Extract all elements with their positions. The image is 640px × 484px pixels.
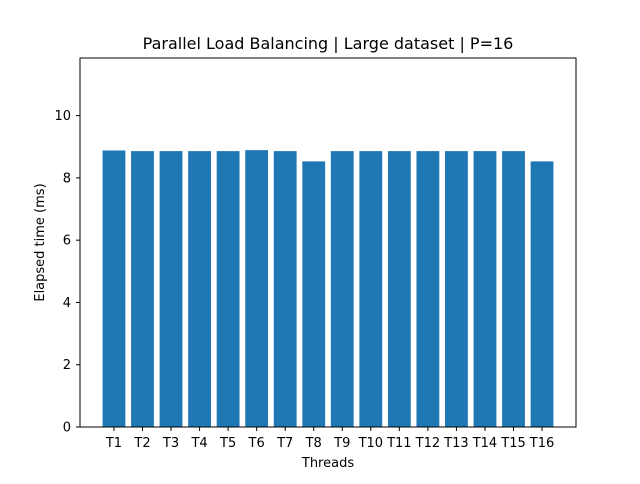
x-tick-label: T8 [305,436,322,451]
bar-t4 [188,151,211,428]
x-tick-label: T15 [500,436,525,451]
x-tick-label: T12 [415,436,440,451]
bar-t16 [530,161,554,427]
x-tick-label: T3 [162,436,179,451]
y-axis-label: Elapsed time (ms) [33,183,48,301]
bar-t3 [159,151,183,428]
bar-t11 [387,151,411,428]
y-tick-label: 2 [63,358,71,373]
x-tick-label: T1 [105,436,122,451]
x-tick-label: T4 [190,436,207,451]
x-tick-label: T13 [443,436,468,451]
bar-t15 [502,151,525,428]
x-tick-label: T9 [333,436,350,451]
plot-frame [79,57,577,428]
x-tick-label: T16 [529,436,554,451]
x-tick-label: T2 [133,436,150,451]
bar-t12 [416,151,440,428]
bar-t5 [216,151,240,428]
bar-t9 [330,151,354,428]
x-axis-label: Threads [301,456,354,471]
y-tick-label: 10 [54,109,71,124]
y-axis-ticks: 0 2 4 6 8 10 [54,109,80,436]
y-tick-label: 0 [63,421,71,436]
x-tick-label: T10 [358,436,383,451]
bars-group [102,150,554,428]
y-tick-label: 8 [63,171,71,186]
bar-t6 [245,150,269,428]
x-tick-label: T5 [219,436,236,451]
bar-t10 [359,151,383,428]
bar-t13 [445,151,468,428]
bar-t14 [473,151,497,428]
x-tick-label: T14 [472,436,497,451]
x-tick-label: T11 [386,436,411,451]
x-axis-ticks: T1 T2 T3 T4 T5 T6 T7 T8 T9 T10 T11 T12 T13 T14 T15 T16 [105,427,554,451]
bar-t8 [302,161,326,427]
x-tick-label: T7 [276,436,293,451]
chart-title: Parallel Load Balancing | Large dataset … [143,34,514,53]
x-tick-label: T6 [248,436,265,451]
bar-t2 [131,151,154,428]
y-tick-label: 4 [63,296,71,311]
bar-t7 [273,151,297,428]
bar-t1 [102,150,126,428]
y-tick-label: 6 [63,234,71,249]
